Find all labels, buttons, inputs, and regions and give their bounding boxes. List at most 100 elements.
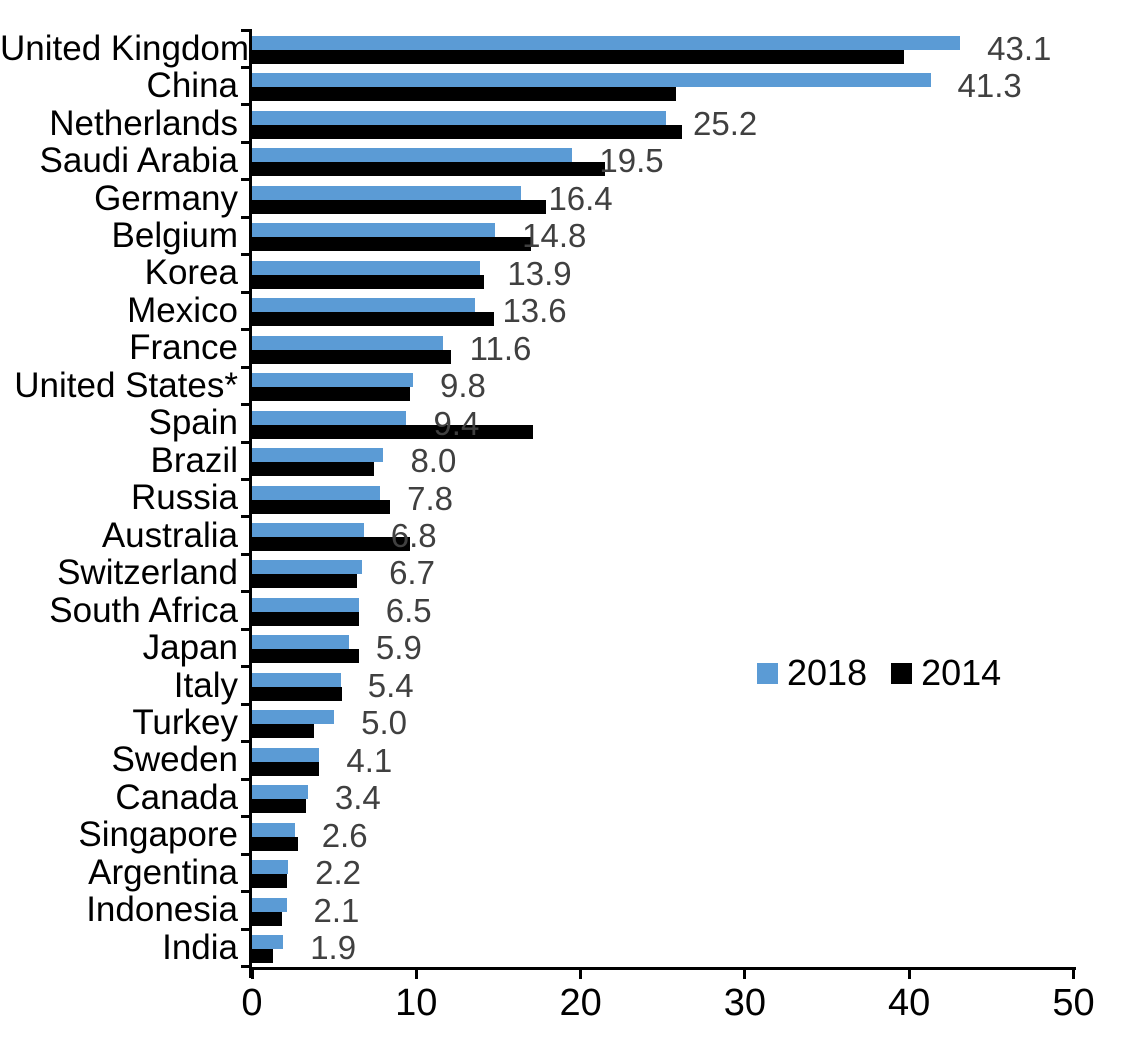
bar-2014 [252, 949, 274, 964]
category-label: Belgium [111, 216, 238, 255]
category-label: Russia [131, 478, 238, 518]
data-label: 3.4 [334, 779, 381, 817]
bar-2014 [252, 799, 307, 814]
y-axis-tick [241, 253, 252, 257]
y-axis-tick [241, 627, 252, 631]
bar-2014 [252, 761, 320, 776]
bar-2014 [252, 387, 410, 402]
y-axis-tick [241, 815, 252, 819]
bar-2014 [252, 836, 298, 851]
legend-label-2018: 2018 [787, 652, 868, 693]
y-axis-tick [241, 328, 252, 332]
x-tick-label: 30 [723, 982, 767, 1024]
data-label: 14.8 [522, 217, 587, 255]
data-label: 41.3 [957, 67, 1022, 105]
bar-2018 [252, 635, 349, 650]
y-axis-tick [241, 852, 252, 856]
y-axis-tick [241, 103, 252, 107]
x-axis-tick [579, 966, 583, 979]
bar-2018 [252, 935, 284, 950]
bar-2014 [252, 87, 676, 102]
bar-2014 [252, 162, 606, 177]
bar-2018 [252, 73, 931, 88]
data-label: 43.1 [987, 30, 1052, 67]
bar-2018 [252, 335, 443, 350]
bar-2018 [252, 860, 289, 875]
data-label: 2.1 [313, 891, 360, 929]
bar-2014 [252, 199, 547, 214]
bar-2014 [252, 274, 484, 289]
category-label: Japan [142, 628, 238, 668]
bar-2014 [252, 499, 390, 514]
bar-2018 [252, 148, 573, 163]
bar-2014 [252, 874, 287, 889]
bar-2014 [252, 686, 343, 701]
legend-entry-2018: 2018 [757, 655, 867, 691]
data-label: 5.4 [367, 666, 414, 704]
category-label: Indonesia [86, 890, 238, 930]
bar-2018 [252, 410, 407, 425]
bar-2018 [252, 110, 667, 125]
bar-2014 [252, 50, 905, 64]
bar-2018 [252, 223, 496, 238]
bar-2014 [252, 911, 282, 926]
data-label: 1.9 [310, 929, 357, 967]
y-axis-tick [241, 215, 252, 219]
category-label: South Africa [49, 590, 238, 630]
bar-2018 [252, 785, 308, 800]
category-label: India [162, 927, 238, 967]
y-axis-tick [241, 740, 252, 744]
y-axis-tick [241, 65, 252, 69]
x-tick-label: 50 [1052, 982, 1095, 1024]
y-axis-tick [241, 665, 252, 669]
data-label: 9.4 [433, 404, 480, 442]
data-label: 2.6 [321, 816, 368, 854]
bar-2018 [252, 260, 481, 275]
data-label: 6.7 [389, 554, 435, 592]
y-axis-tick [241, 440, 252, 444]
bar-2014 [252, 349, 451, 364]
y-axis-tick [241, 403, 252, 407]
category-label: Turkey [132, 702, 238, 742]
bar-2014 [252, 237, 532, 252]
x-axis-tick [250, 966, 254, 979]
y-axis-tick [241, 515, 252, 519]
category-label: Sweden [111, 740, 238, 780]
y-axis-tick [241, 702, 252, 706]
x-tick-label: 10 [395, 982, 438, 1024]
bar-2018 [252, 448, 384, 463]
bar-2014 [252, 462, 374, 477]
bar-2014 [252, 574, 358, 589]
y-axis-tick [241, 927, 252, 931]
category-label: Switzerland [57, 553, 238, 593]
bar-2014 [252, 424, 533, 439]
y-axis-tick [241, 777, 252, 781]
category-label: Spain [148, 403, 238, 443]
category-label: Singapore [78, 815, 238, 855]
data-label: 4.1 [346, 741, 393, 779]
bar-2018 [252, 560, 363, 575]
x-axis-tick [414, 966, 418, 979]
category-label: Argentina [88, 852, 238, 892]
legend-entry-2014: 2014 [891, 655, 1001, 691]
data-label: 16.4 [548, 179, 613, 217]
data-label: 5.9 [375, 629, 422, 667]
y-axis-tick [241, 178, 252, 182]
y-axis-tick [241, 478, 252, 482]
bar-2018 [252, 36, 961, 50]
category-label: Saudi Arabia [39, 141, 238, 181]
bar-2018 [252, 672, 341, 687]
category-label: Brazil [150, 440, 238, 480]
y-axis-tick [241, 28, 252, 32]
category-label: Korea [144, 253, 238, 293]
x-axis-tick [907, 966, 911, 979]
x-tick-label: 0 [241, 982, 263, 1024]
bar-2018 [252, 373, 413, 388]
data-label: 7.8 [407, 479, 454, 517]
data-label: 13.9 [507, 254, 572, 292]
bar-2018 [252, 298, 476, 313]
bar-2014 [252, 312, 494, 327]
bar-2018 [252, 485, 381, 500]
data-label: 6.5 [385, 591, 432, 629]
